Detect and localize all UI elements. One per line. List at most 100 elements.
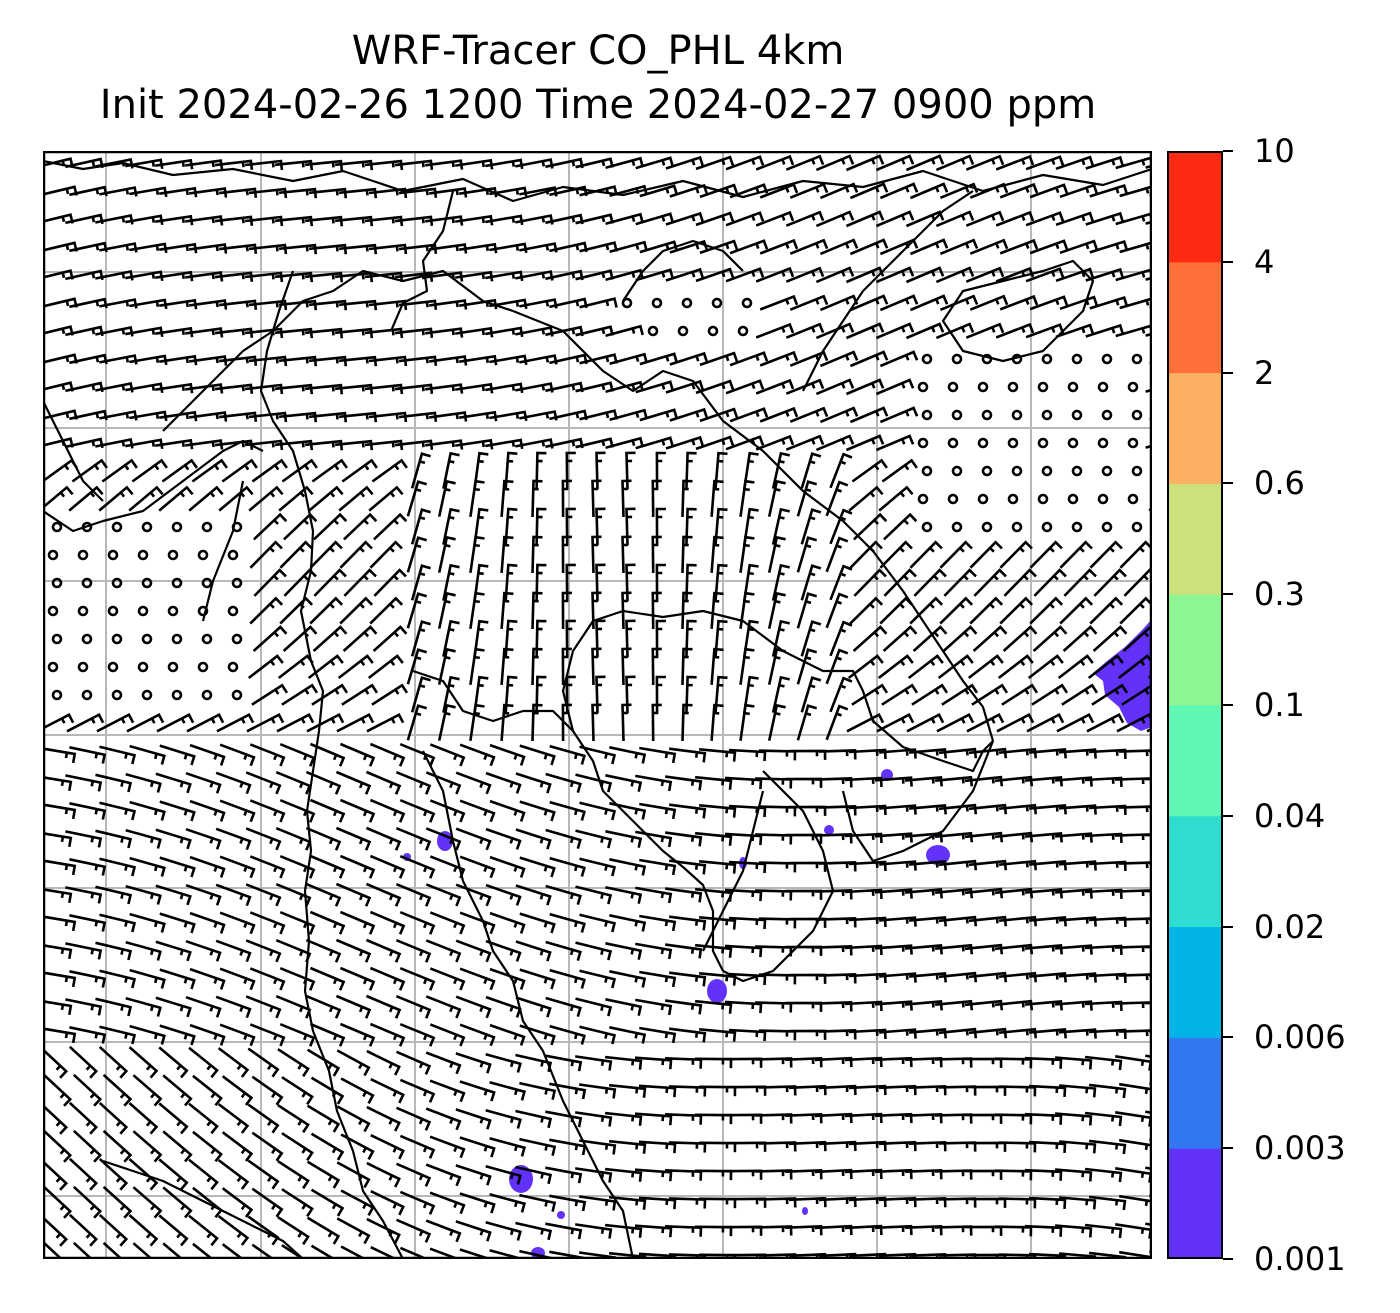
wind-barb (399, 910, 436, 935)
wind-barb (43, 712, 75, 730)
wind-barb (425, 271, 464, 282)
wind-barb (998, 971, 1038, 983)
wind-barb (132, 1242, 154, 1259)
wind-barb (69, 1026, 107, 1044)
wind-barb (429, 799, 466, 823)
wind-barb (469, 535, 485, 573)
wind-barb (309, 910, 346, 935)
wind-barb (694, 887, 733, 902)
wind-barb (455, 827, 492, 851)
wind-barb (844, 1224, 883, 1236)
wind-barb (162, 1242, 184, 1259)
wind-barb (911, 683, 949, 706)
colorbar-tick-label: 0.02 (1254, 907, 1326, 946)
wind-barb (759, 182, 799, 199)
wind-barb (340, 1133, 375, 1161)
wind-barb (43, 1241, 64, 1259)
wind-barb (724, 832, 763, 846)
colorbar (1167, 151, 1223, 1259)
wind-barb (651, 535, 662, 574)
calm-marker (51, 577, 63, 589)
wind-barb (406, 704, 428, 741)
wind-barb (394, 159, 434, 170)
wind-barb (489, 855, 526, 878)
wind-barb (399, 1190, 436, 1215)
wind-barb (969, 540, 1003, 569)
wind-barb (815, 266, 855, 284)
wind-barb (369, 1022, 406, 1047)
colorbar-tick-label: 4 (1254, 242, 1275, 281)
wind-barb (489, 1023, 526, 1046)
wind-barb (875, 322, 915, 340)
wind-barb (743, 507, 759, 545)
wind-barb (398, 187, 438, 198)
wind-barb (158, 1046, 189, 1079)
wind-barb (651, 647, 662, 686)
wind-barb (579, 241, 618, 253)
wind-barb (429, 1079, 466, 1103)
wind-barb (1054, 776, 1093, 787)
wind-barb (1088, 1139, 1127, 1155)
wind-barb (906, 712, 945, 733)
wind-barb (969, 596, 1004, 625)
wind-barb (43, 971, 77, 988)
calm-marker (677, 325, 689, 337)
wind-barb (789, 182, 829, 199)
calm-marker (981, 521, 993, 533)
calm-marker (947, 493, 959, 505)
wind-barb (185, 827, 222, 850)
wind-barb (785, 210, 825, 227)
wind-barb (965, 210, 1005, 227)
wind-barb (1058, 1084, 1097, 1098)
wind-barb (743, 563, 759, 601)
wind-barb (364, 271, 404, 283)
wind-barb (335, 770, 372, 795)
wind-barb (605, 774, 643, 792)
wind-barb (99, 745, 137, 765)
wind-barb (459, 911, 496, 935)
calm-marker (171, 689, 183, 701)
wind-barb (565, 563, 576, 602)
wind-barb (1055, 155, 1095, 171)
wind-barb (43, 1129, 73, 1163)
wind-barb (399, 1022, 436, 1047)
wind-barb (994, 943, 1034, 955)
calm-marker (1011, 465, 1023, 477)
wind-barb (442, 675, 460, 713)
wind-barb (879, 406, 919, 424)
plume-small-6 (557, 1211, 565, 1219)
wind-barb (459, 855, 496, 879)
calm-marker (1101, 409, 1113, 421)
calm-marker (1127, 493, 1139, 505)
wind-barb (442, 619, 460, 657)
wind-barb (43, 944, 73, 960)
wind-barb (994, 775, 1034, 787)
wind-barb (155, 270, 194, 282)
wind-barb (815, 434, 855, 452)
wind-barb (159, 968, 196, 990)
wind-barb (565, 507, 576, 546)
wind-barb (968, 747, 1008, 759)
wind-barb (724, 888, 763, 902)
wind-barb (879, 238, 919, 256)
wind-barb (913, 568, 947, 597)
wind-barb (905, 266, 945, 284)
wind-barb (221, 1243, 245, 1259)
colorbar-band (1167, 1037, 1223, 1149)
wind-barb (437, 647, 456, 685)
wind-barb (245, 883, 282, 907)
wind-barb (159, 856, 196, 878)
wind-barb (1029, 183, 1069, 199)
wind-barb (43, 1027, 77, 1044)
wind-barb (771, 675, 790, 713)
wind-barb (621, 535, 632, 574)
wind-barb (785, 266, 825, 283)
wind-barb (217, 1103, 250, 1134)
calm-marker (137, 661, 149, 673)
wind-barb (43, 803, 77, 820)
wind-barb (185, 215, 224, 226)
wind-barb (334, 327, 374, 339)
wind-barb (845, 266, 885, 284)
wind-barb (579, 1139, 617, 1155)
wind-barb (188, 485, 224, 512)
